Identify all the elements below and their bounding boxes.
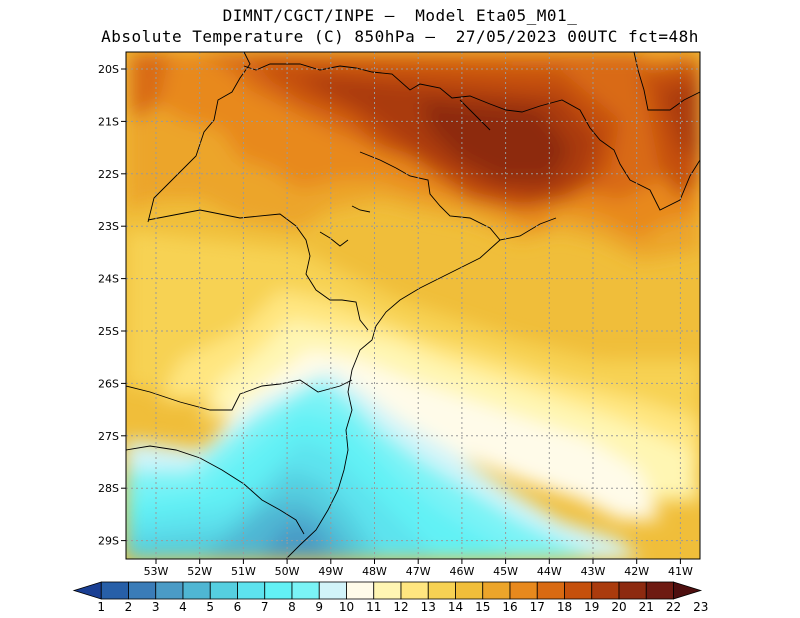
lat-label: 25S xyxy=(98,325,119,338)
lon-label: 47W xyxy=(406,565,431,578)
colorbar-label: 9 xyxy=(315,600,323,614)
lat-label: 26S xyxy=(98,377,119,390)
lon-label: 49W xyxy=(318,565,343,578)
lon-label: 52W xyxy=(187,565,212,578)
map-title-line-2: Absolute Temperature (C) 850hPa — 27/05/… xyxy=(101,27,699,46)
colorbar-swatch xyxy=(427,581,456,600)
colorbar-swatch xyxy=(100,581,129,600)
lat-label: 20S xyxy=(98,63,119,76)
colorbar: 1 2 3 4 5 6 7 8 9 10 11 12 13 14 15 16 17 18 19 20 21 22 23 xyxy=(72,581,708,614)
colorbar-swatch xyxy=(128,581,157,600)
colorbar-label: 5 xyxy=(206,600,214,614)
colorbar-label: 11 xyxy=(366,600,381,614)
lon-label: 51W xyxy=(231,565,256,578)
lat-label: 29S xyxy=(98,535,119,548)
colorbar-label: 22 xyxy=(666,600,681,614)
colorbar-label: 21 xyxy=(639,600,654,614)
lon-label: 45W xyxy=(493,565,518,578)
colorbar-swatch xyxy=(536,581,565,600)
latitude-labels: 20S 21S 22S 23S 24S 25S 26S 27S 28S 29S xyxy=(98,63,126,548)
lat-label: 22S xyxy=(98,168,119,181)
colorbar-swatch xyxy=(509,581,538,600)
colorbar-swatch xyxy=(155,581,184,600)
colorbar-label: 23 xyxy=(693,600,708,614)
longitude-labels: 53W 52W 51W 50W 49W 48W 47W 46W 45W 44W 43W 42W 41W xyxy=(144,559,693,578)
colorbar-label: 1 xyxy=(97,600,105,614)
lon-label: 42W xyxy=(624,565,649,578)
lat-label: 28S xyxy=(98,482,119,495)
colorbar-swatch xyxy=(237,581,266,600)
lon-label: 43W xyxy=(581,565,606,578)
colorbar-label: 15 xyxy=(475,600,490,614)
colorbar-swatch xyxy=(72,581,102,600)
colorbar-label: 4 xyxy=(179,600,187,614)
colorbar-swatch xyxy=(318,581,347,600)
colorbar-label: 19 xyxy=(584,600,599,614)
colorbar-label: 13 xyxy=(421,600,436,614)
map-title-line-1: DIMNT/CGCT/INPE — Model Eta05_M01_ xyxy=(222,6,578,25)
colorbar-swatch xyxy=(182,581,211,600)
colorbar-label: 20 xyxy=(611,600,626,614)
lat-label: 21S xyxy=(98,115,119,128)
lon-label: 53W xyxy=(144,565,169,578)
colorbar-swatch xyxy=(564,581,593,600)
colorbar-label: 10 xyxy=(339,600,354,614)
colorbar-swatch xyxy=(346,581,375,600)
colorbar-label: 2 xyxy=(125,600,133,614)
colorbar-swatch xyxy=(264,581,293,600)
colorbar-swatch xyxy=(209,581,238,600)
lat-label: 23S xyxy=(98,220,119,233)
colorbar-label: 3 xyxy=(152,600,160,614)
colorbar-swatch xyxy=(373,581,402,600)
colorbar-swatch xyxy=(618,581,647,600)
lon-label: 46W xyxy=(449,565,474,578)
colorbar-label: 17 xyxy=(530,600,545,614)
colorbar-label: 8 xyxy=(288,600,296,614)
colorbar-swatch xyxy=(591,581,620,600)
colorbar-swatch xyxy=(291,581,320,600)
lon-label: 44W xyxy=(537,565,562,578)
lon-label: 41W xyxy=(668,565,693,578)
lat-label: 24S xyxy=(98,273,119,286)
coastline-borders xyxy=(126,52,700,559)
map-frame xyxy=(125,51,701,560)
lat-label: 27S xyxy=(98,430,119,443)
colorbar-label: 12 xyxy=(393,600,408,614)
colorbar-swatch xyxy=(400,581,429,600)
lon-label: 50W xyxy=(275,565,300,578)
colorbar-label: 16 xyxy=(502,600,517,614)
colorbar-label: 7 xyxy=(261,600,269,614)
colorbar-swatch xyxy=(455,581,484,600)
colorbar-swatch xyxy=(673,581,703,600)
colorbar-swatch xyxy=(645,581,674,600)
colorbar-label: 14 xyxy=(448,600,463,614)
colorbar-swatch xyxy=(482,581,511,600)
grid-lines xyxy=(126,52,700,559)
colorbar-label: 6 xyxy=(234,600,242,614)
lon-label: 48W xyxy=(362,565,387,578)
temperature-field xyxy=(126,52,700,559)
colorbar-label: 18 xyxy=(557,600,572,614)
